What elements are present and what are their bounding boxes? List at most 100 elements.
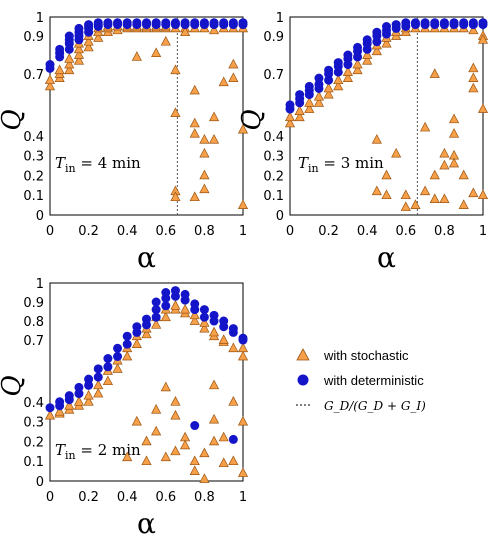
stochastic-point [439, 193, 450, 204]
deterministic-point [74, 23, 84, 33]
stochastic-point [208, 134, 220, 144]
deterministic-point [199, 305, 209, 315]
deterministic-point [132, 322, 142, 332]
plot-frame [49, 16, 244, 216]
stochastic-point [83, 389, 94, 400]
stochastic-point [170, 107, 181, 117]
x-tick-label: 0.6 [395, 224, 416, 239]
stochastic-point [141, 328, 152, 339]
deterministic-point [228, 434, 238, 444]
y-axis-label: Q [237, 109, 267, 130]
stochastic-point [208, 24, 220, 35]
stochastic-point [122, 451, 133, 462]
deterministic-point [74, 382, 84, 392]
stochastic-point [160, 381, 171, 392]
y-tick-label: 0.8 [23, 315, 44, 330]
x-tick-label: 0.6 [155, 224, 176, 239]
deterministic-point [199, 18, 209, 28]
stochastic-point [73, 43, 85, 54]
deterministic-point [93, 372, 103, 382]
x-tick-label: 1 [239, 490, 247, 505]
y-tick-label: 0.9 [23, 296, 44, 311]
stochastic-point [208, 326, 220, 337]
deterministic-point [238, 18, 248, 28]
deterministic-point [391, 20, 401, 30]
stochastic-point [342, 66, 353, 76]
stochastic-point [189, 117, 200, 128]
deterministic-point [64, 391, 74, 401]
stochastic-point [429, 68, 440, 78]
stochastic-point [208, 379, 220, 390]
stochastic-point [83, 396, 94, 406]
stochastic-point [333, 74, 344, 85]
stochastic-point [400, 189, 411, 200]
stochastic-point [429, 193, 440, 204]
deterministic-point [122, 331, 132, 341]
deterministic-point [314, 73, 324, 83]
y-tick-label: 0.4 [23, 396, 44, 411]
y-tick-label: 1 [36, 11, 44, 26]
deterministic-point [219, 316, 229, 326]
stochastic-point [429, 169, 440, 180]
panels: 0 0.2 0.4 0.6 0.8 1 0 0.1 0.2 0.3 0.4 0.7 0.9 1 α Q Tin … [0, 11, 489, 540]
y-tick-label: 0.1 [263, 189, 284, 204]
stochastic-point [313, 90, 325, 101]
deterministic-point [410, 18, 420, 28]
stochastic-point [294, 111, 305, 122]
legend-stochastic-marker [296, 348, 310, 361]
y-tick-label: 0.3 [23, 150, 44, 165]
x-axis-label: α [377, 241, 396, 274]
stochastic-point [170, 409, 181, 420]
stochastic-point [304, 103, 315, 113]
stochastic-point [371, 134, 382, 144]
deterministic-point [122, 18, 132, 28]
y-tick-label: 0.7 [23, 68, 44, 83]
deterministic-point [180, 18, 190, 28]
x-tick-label: 0.8 [194, 224, 215, 239]
stochastic-point [342, 72, 353, 82]
stochastic-point [294, 105, 305, 115]
stochastic-point [73, 54, 85, 65]
deterministic-point [93, 364, 103, 374]
deterministic-point [285, 100, 295, 110]
stochastic-point [228, 72, 239, 82]
deterministic-point [333, 58, 343, 68]
stochastic-point [122, 350, 133, 361]
stochastic-point [151, 403, 162, 414]
deterministic-point [142, 18, 151, 28]
stochastic-point [448, 127, 460, 138]
y-tick-label: 0 [276, 209, 284, 224]
stochastic-point [381, 37, 392, 48]
stochastic-point [199, 183, 210, 194]
deterministic-point [161, 18, 171, 28]
y-tick-label: 0.7 [23, 334, 44, 349]
stochastic-point [468, 24, 479, 35]
chart-panel-1: 0 0.2 0.4 0.6 0.8 1 0 0.1 0.2 0.3 0.4 0.7 0.9 1 α Q Tin … [0, 11, 249, 274]
stochastic-point [160, 311, 171, 322]
stochastic-point [352, 64, 363, 75]
stochastic-point [64, 64, 75, 75]
stochastic-point [83, 35, 94, 46]
deterministic-point [170, 286, 180, 296]
deterministic-point [295, 90, 305, 100]
deterministic-point [113, 343, 123, 353]
stochastic-point [371, 45, 382, 56]
stochastic-point [180, 26, 191, 37]
stochastic-point [170, 445, 181, 456]
annotation-subscript: in [308, 162, 319, 175]
deterministic-point [190, 18, 200, 28]
deterministic-point [161, 288, 171, 298]
annotation-value: = 3 min [319, 154, 384, 172]
annotation-symbol: T [55, 441, 66, 459]
stochastic-point [208, 435, 220, 446]
stochastic-point [228, 58, 239, 69]
stochastic-point [237, 342, 249, 353]
stochastic-point [44, 80, 56, 91]
stochastic-point [93, 32, 104, 42]
deterministic-point [113, 18, 123, 28]
deterministic-point [238, 333, 248, 343]
deterministic-point [45, 403, 55, 413]
legend-ratio-label: G_D/(G_D + G_I) [324, 399, 426, 413]
stochastic-point [54, 405, 65, 416]
annotation-value: = 2 min [76, 441, 141, 459]
